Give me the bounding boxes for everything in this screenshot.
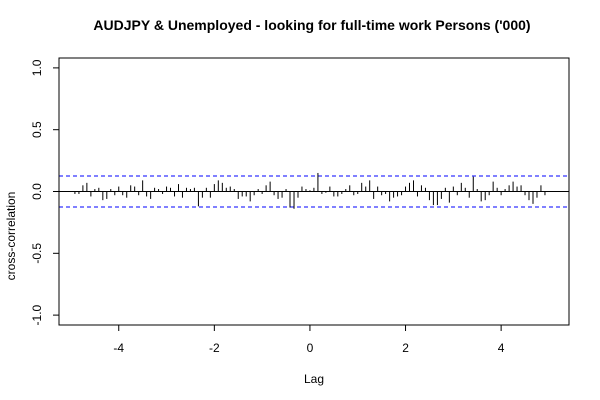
y-tick-label: -1.0: [30, 304, 44, 325]
axes: -4 -2 0 2 4 -1.0 -0.5 0.0 0.5 1.0: [30, 57, 570, 355]
x-axis-label: Lag: [304, 372, 324, 386]
x-tick-label: 0: [307, 341, 314, 355]
x-tick-label: 2: [402, 341, 409, 355]
x-tick-label: -4: [113, 341, 124, 355]
y-tick-label: 0.5: [30, 121, 44, 138]
y-axis-label: cross-correlation: [4, 192, 18, 281]
x-tick-label: 4: [498, 341, 505, 355]
plot-area: [59, 172, 569, 209]
y-tick-label: 0.0: [30, 183, 44, 200]
y-tick-label: 1.0: [30, 59, 44, 76]
y-tick-label: -0.5: [30, 243, 44, 264]
chart-title: AUDJPY & Unemployed - looking for full-t…: [93, 17, 530, 33]
x-tick-label: -2: [209, 341, 220, 355]
